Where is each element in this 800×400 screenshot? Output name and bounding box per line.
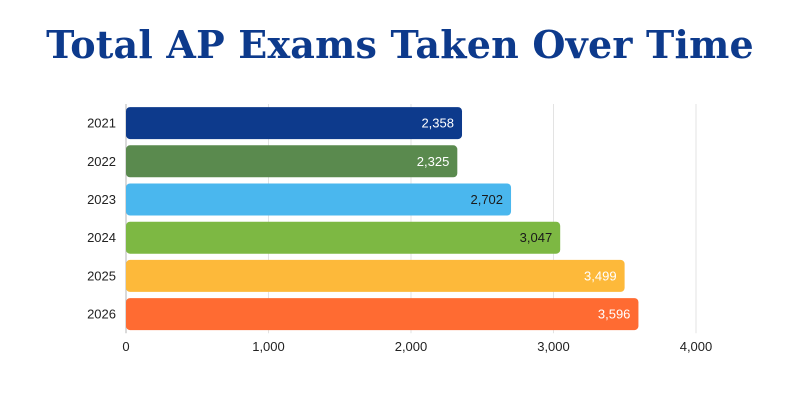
category-label: 2023 [87, 192, 116, 207]
chart-title: Total AP Exams Taken Over Time [46, 22, 754, 67]
grid-lines [125, 104, 697, 334]
data-label: 2,702 [470, 192, 503, 207]
data-label: 3,047 [520, 230, 553, 245]
x-tick-label: 2,000 [395, 339, 428, 354]
bar-2021 [126, 107, 463, 140]
labels: 0 1,000 2,000 3,000 4,000 2021 2,358 2022 2,325 2… [87, 116, 712, 355]
x-tick-label: 1,000 [252, 339, 285, 354]
x-tick-label: 3,000 [537, 339, 570, 354]
bar-2022 [126, 145, 458, 178]
category-label: 2026 [87, 307, 116, 322]
data-label: 2,358 [421, 116, 454, 131]
category-label: 2022 [87, 154, 116, 169]
category-label: 2021 [87, 116, 116, 131]
data-label: 3,499 [584, 268, 617, 283]
bar-2026 [126, 298, 639, 331]
bar-2023 [126, 183, 512, 216]
data-label: 3,596 [598, 307, 631, 322]
x-tick-label: 0 [122, 339, 129, 354]
category-label: 2024 [87, 230, 116, 245]
bar-2025 [126, 259, 625, 292]
bars [126, 107, 639, 331]
data-label: 2,325 [417, 154, 450, 169]
category-label: 2025 [87, 268, 116, 283]
bar-2024 [126, 221, 561, 254]
x-tick-label: 4,000 [680, 339, 713, 354]
